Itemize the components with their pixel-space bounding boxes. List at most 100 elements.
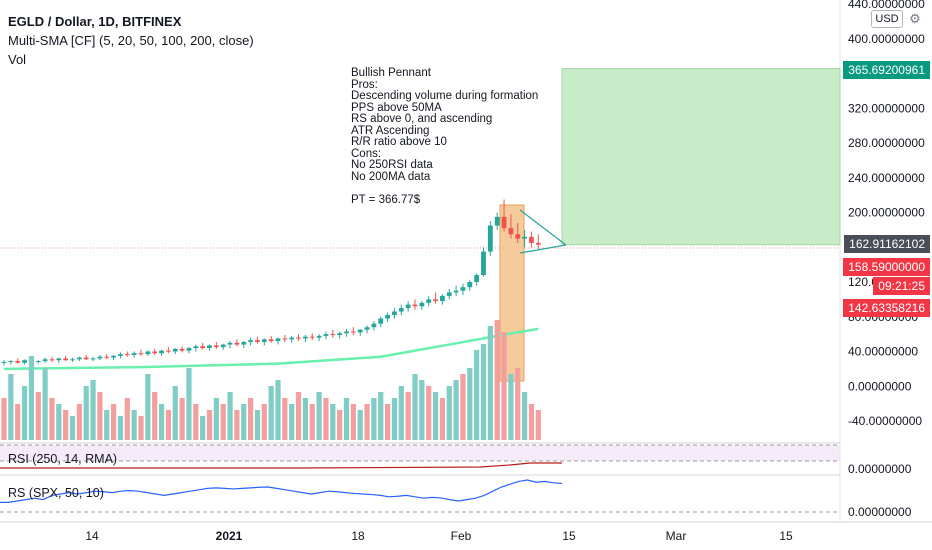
- volume-bar: [117, 416, 124, 440]
- rsi-pane: [0, 444, 840, 469]
- volume-bar: [42, 368, 48, 440]
- candle-body: [371, 323, 377, 328]
- candle-body: [282, 338, 288, 340]
- y-tick-label: 0.00000000: [848, 379, 912, 393]
- volume-bar: [487, 326, 493, 440]
- y-tick-label: 200.00000000: [848, 206, 925, 220]
- candle-body: [42, 359, 48, 362]
- candle-body: [22, 360, 27, 363]
- volume-bar: [234, 410, 240, 440]
- volume-bar: [268, 386, 274, 440]
- volume-bar: [371, 398, 377, 440]
- x-tick-label: 2021: [216, 529, 243, 543]
- volume-bar: [206, 410, 213, 440]
- volume-bar: [467, 368, 473, 440]
- candle-body: [8, 361, 14, 363]
- pennant-upper-line: [519, 209, 567, 246]
- volume-bar: [15, 404, 21, 440]
- rsi-line: [0, 462, 562, 469]
- candles: [1, 199, 541, 366]
- rs-line: [0, 479, 563, 503]
- candle-body: [49, 359, 55, 361]
- volume-bar: [227, 392, 233, 440]
- candle-body: [111, 355, 116, 358]
- volume-bar: [220, 404, 226, 440]
- volume-bar: [21, 386, 28, 440]
- volume-bar: [522, 392, 528, 440]
- candle-body: [309, 336, 315, 338]
- volume-bar: [508, 374, 514, 440]
- volume-bar: [446, 386, 452, 440]
- gear-icon[interactable]: ⚙: [909, 11, 921, 26]
- volume-legend[interactable]: Vol: [8, 52, 27, 67]
- volume-bar: [337, 410, 343, 440]
- volume-bar: [200, 416, 206, 440]
- volume-bar: [261, 404, 267, 440]
- sma-legend[interactable]: Multi-SMA [CF] (5, 20, 50, 100, 200, clo…: [8, 33, 254, 48]
- candle-body: [186, 348, 192, 351]
- rs-legend[interactable]: RS (SPX, 50, 10): [8, 486, 104, 500]
- candle-body: [426, 299, 432, 303]
- candle-body: [220, 344, 226, 348]
- volume-bar: [193, 404, 199, 440]
- volume-bar: [1, 398, 7, 440]
- candle-body: [316, 335, 322, 338]
- volume-bar: [35, 392, 41, 440]
- volume-bar: [480, 344, 487, 440]
- candle-body: [1, 361, 7, 363]
- candle-body: [398, 308, 404, 312]
- y-tick-label: 320.00000000: [848, 101, 925, 115]
- candle-body: [152, 351, 158, 354]
- stop-price-tag: 142.63358216: [843, 299, 930, 317]
- candle-body: [453, 290, 459, 293]
- y-tick-label: 40.00000000: [848, 345, 918, 359]
- volume-bar: [90, 380, 96, 440]
- volume-bar: [528, 404, 535, 440]
- x-tick-label: Feb: [451, 529, 472, 543]
- pennant-annotation[interactable]: Bullish Pennant Pros: Descending volume …: [351, 67, 539, 206]
- candle-body: [118, 354, 123, 356]
- volume-bar: [426, 386, 432, 440]
- candle-body: [241, 341, 247, 345]
- volume-bar: [412, 374, 418, 440]
- volume-bar: [213, 398, 219, 440]
- volume-bar: [501, 332, 507, 440]
- x-tick-label: 15: [562, 529, 576, 543]
- candle-body: [35, 361, 41, 363]
- volume-bar: [8, 374, 14, 440]
- volume-bar: [302, 398, 308, 440]
- target-price-tag: 365.69200961: [843, 61, 930, 79]
- candle-body: [460, 287, 466, 291]
- candle-body: [207, 345, 212, 349]
- volume-bar: [179, 398, 185, 440]
- volume-bar: [69, 416, 76, 440]
- candle-body: [330, 334, 336, 336]
- candle-body: [248, 340, 253, 342]
- volume-bar: [131, 410, 137, 440]
- candle-body: [172, 348, 178, 352]
- candle-body: [350, 331, 356, 333]
- candle-body: [487, 225, 493, 252]
- countdown-tag: 09:21:25: [873, 277, 930, 295]
- volume-bar: [460, 374, 466, 440]
- volume-bar: [97, 392, 103, 440]
- y-tick-label: -40.00000000: [848, 414, 922, 428]
- candle-body: [303, 336, 308, 339]
- currency-button[interactable]: USD: [871, 10, 903, 28]
- candle-body: [378, 318, 384, 324]
- candle-body: [446, 292, 452, 296]
- candle-body: [193, 346, 199, 349]
- volume-bar: [364, 404, 370, 440]
- volume-bar: [398, 386, 404, 440]
- stop-entry-tag: 158.59000000: [843, 258, 930, 276]
- rsi-legend[interactable]: RSI (250, 14, RMA): [8, 452, 118, 466]
- volume-bar: [405, 392, 411, 440]
- volume-bar: [28, 356, 34, 440]
- volume-bar: [494, 320, 500, 440]
- volume-bar: [343, 398, 350, 440]
- candle-body: [275, 338, 281, 342]
- current-price-tag: 162.91162102: [844, 235, 930, 253]
- candle-body: [337, 333, 343, 335]
- volume-bar: [138, 416, 144, 440]
